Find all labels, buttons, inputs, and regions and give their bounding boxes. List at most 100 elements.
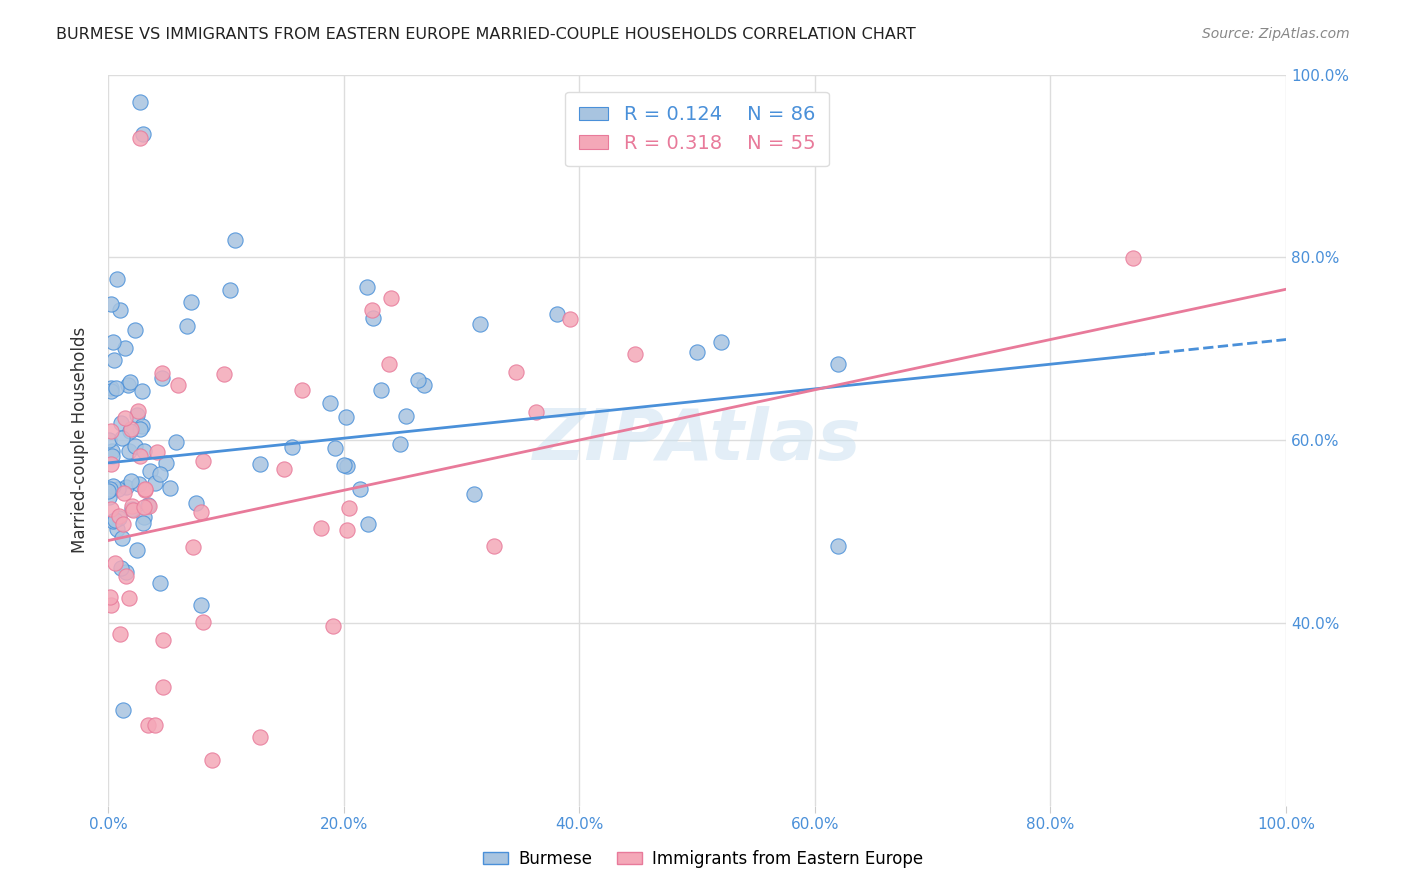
Point xyxy=(361,303,384,318)
Point xyxy=(146,445,169,459)
Point xyxy=(98,482,121,496)
Legend: R = 0.124    N = 86, R = 0.318    N = 55: R = 0.124 N = 86, R = 0.318 N = 55 xyxy=(565,92,828,167)
Point xyxy=(97,483,120,498)
Point xyxy=(101,449,124,463)
Point xyxy=(149,467,172,481)
Text: Source: ZipAtlas.com: Source: ZipAtlas.com xyxy=(1202,27,1350,41)
Point xyxy=(322,618,344,632)
Point xyxy=(134,483,156,498)
Point xyxy=(132,516,155,530)
Point xyxy=(110,627,132,641)
Point xyxy=(103,353,125,368)
Point xyxy=(337,501,360,516)
Point xyxy=(249,457,271,471)
Point xyxy=(335,523,357,537)
Point xyxy=(219,283,242,297)
Point xyxy=(120,475,142,489)
Point xyxy=(118,591,141,605)
Point xyxy=(114,566,136,580)
Point xyxy=(138,499,160,513)
Point xyxy=(105,522,128,536)
Point xyxy=(100,425,122,439)
Point xyxy=(117,377,139,392)
Point xyxy=(181,540,204,554)
Point xyxy=(107,508,129,523)
Point xyxy=(394,409,416,423)
Point xyxy=(120,422,142,436)
Point xyxy=(127,404,149,418)
Point xyxy=(184,496,207,510)
Point xyxy=(335,410,357,425)
Point xyxy=(309,521,332,535)
Point xyxy=(378,357,401,371)
Point xyxy=(165,434,187,449)
Point xyxy=(357,516,380,531)
Point xyxy=(101,478,124,492)
Point xyxy=(114,479,136,493)
Point xyxy=(134,482,156,496)
Point xyxy=(121,502,143,516)
Point xyxy=(129,422,152,436)
Point xyxy=(361,311,384,326)
Point xyxy=(463,487,485,501)
Point xyxy=(319,395,342,409)
Point xyxy=(100,381,122,395)
Point xyxy=(105,272,128,286)
Point xyxy=(101,334,124,349)
Point xyxy=(249,731,271,745)
Point xyxy=(110,416,132,430)
Point xyxy=(114,411,136,425)
Point xyxy=(127,543,149,558)
Point xyxy=(150,366,173,380)
Point xyxy=(98,433,121,447)
Point xyxy=(104,381,127,395)
Point xyxy=(139,464,162,478)
Point xyxy=(291,383,314,397)
Point xyxy=(413,377,436,392)
Point xyxy=(159,481,181,495)
Point xyxy=(103,515,125,529)
Point xyxy=(190,598,212,612)
Point xyxy=(110,561,132,575)
Point xyxy=(132,127,155,141)
Point xyxy=(167,378,190,392)
Point xyxy=(124,323,146,337)
Point xyxy=(111,531,134,545)
Point xyxy=(100,297,122,311)
Point xyxy=(224,233,246,247)
Point xyxy=(110,302,132,317)
Point xyxy=(468,317,491,331)
Point xyxy=(132,500,155,514)
Point xyxy=(827,539,849,553)
Point xyxy=(709,335,731,350)
Point xyxy=(134,444,156,458)
Point xyxy=(118,425,141,439)
Point xyxy=(201,753,224,767)
Point xyxy=(143,718,166,732)
Point xyxy=(150,371,173,385)
Point xyxy=(129,449,152,463)
Point xyxy=(191,454,214,468)
Point xyxy=(124,439,146,453)
Point xyxy=(101,443,124,458)
Point xyxy=(1122,251,1144,265)
Text: BURMESE VS IMMIGRANTS FROM EASTERN EUROPE MARRIED-COUPLE HOUSEHOLDS CORRELATION : BURMESE VS IMMIGRANTS FROM EASTERN EUROP… xyxy=(56,27,915,42)
Point xyxy=(191,615,214,630)
Point xyxy=(134,510,156,524)
Point xyxy=(152,632,174,647)
Point xyxy=(560,312,582,326)
Point xyxy=(100,384,122,398)
Point xyxy=(111,431,134,445)
Point xyxy=(827,357,849,371)
Point xyxy=(125,409,148,423)
Point xyxy=(349,482,371,496)
Y-axis label: Married-couple Households: Married-couple Households xyxy=(72,327,89,553)
Point xyxy=(112,703,135,717)
Point xyxy=(108,511,131,525)
Text: ZIPAtlas: ZIPAtlas xyxy=(533,406,862,475)
Point xyxy=(152,680,174,694)
Point xyxy=(104,556,127,570)
Point xyxy=(100,502,122,516)
Point xyxy=(333,458,356,473)
Point xyxy=(98,590,121,604)
